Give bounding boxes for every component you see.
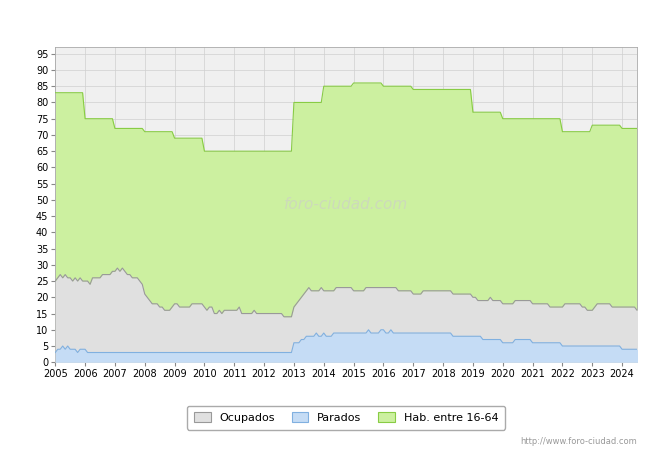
- Legend: Ocupados, Parados, Hab. entre 16-64: Ocupados, Parados, Hab. entre 16-64: [187, 405, 505, 430]
- Text: Villarta-Quintana - Evolucion de la poblacion en edad de Trabajar Mayo de 2024: Villarta-Quintana - Evolucion de la pobl…: [60, 13, 590, 26]
- Text: foro-ciudad.com: foro-ciudad.com: [284, 197, 408, 212]
- Text: http://www.foro-ciudad.com: http://www.foro-ciudad.com: [520, 436, 637, 446]
